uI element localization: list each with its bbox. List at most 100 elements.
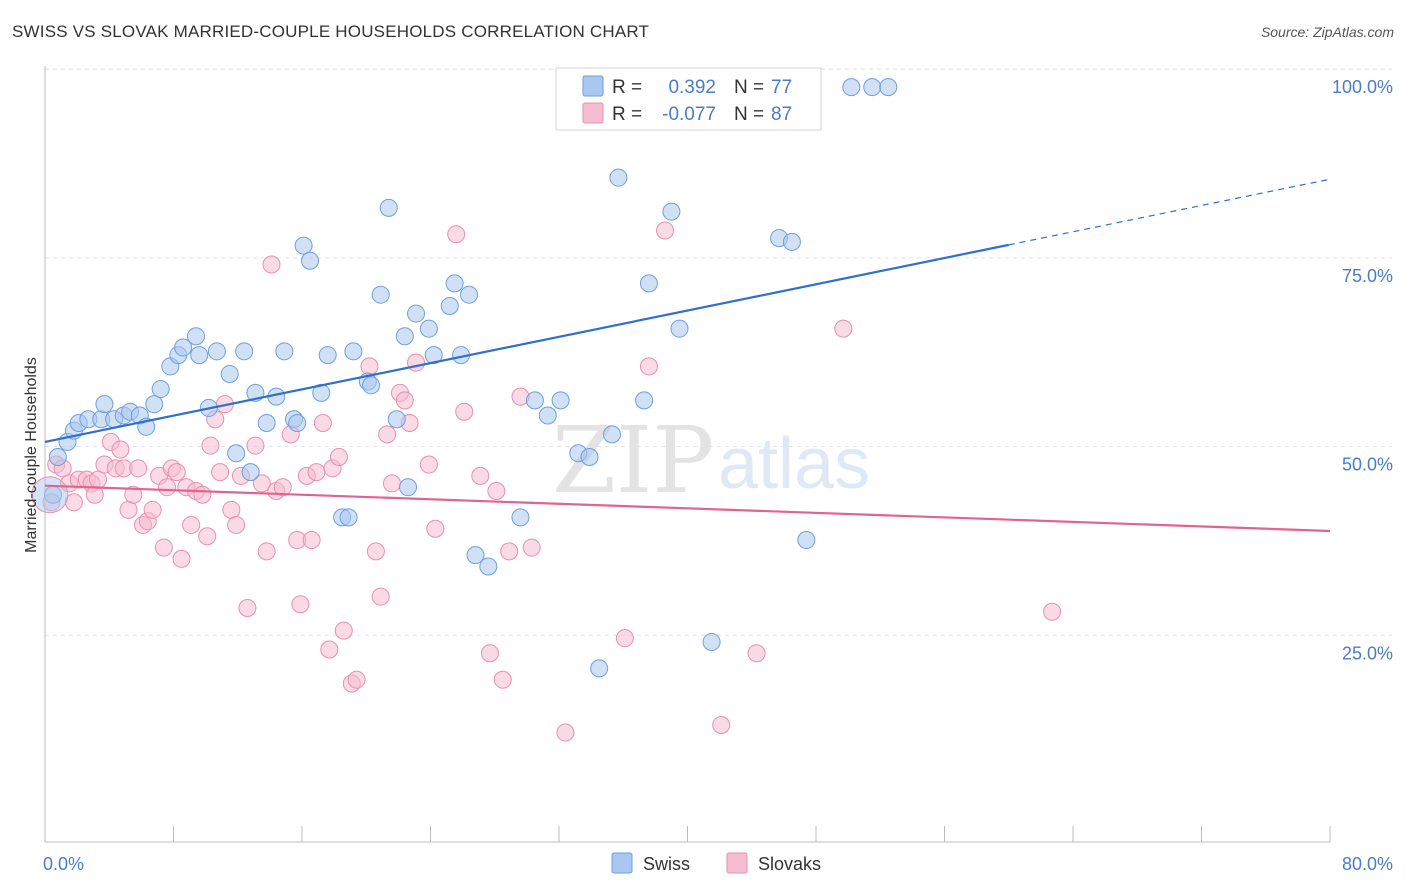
swiss-point	[460, 285, 479, 304]
slovaks-point	[238, 598, 257, 617]
slovaks-point	[119, 500, 138, 519]
slovaks-point	[493, 670, 512, 689]
swiss-point	[151, 380, 170, 399]
slovaks-point	[85, 485, 104, 504]
slovaks-point	[167, 463, 186, 482]
slovaks-point	[487, 481, 506, 500]
swiss-point	[424, 346, 443, 365]
legend-slovaks-r-value: -0.077	[662, 104, 716, 125]
slovaks-point	[834, 319, 853, 338]
slovaks-point	[360, 357, 379, 376]
swiss-point	[371, 285, 390, 304]
slovaks-point	[395, 391, 414, 410]
swiss-point	[174, 338, 193, 357]
slovaks-point	[378, 425, 397, 444]
swiss-point	[301, 251, 320, 270]
swiss-point	[241, 463, 260, 482]
slovaks-point	[129, 459, 148, 478]
slovaks-point	[222, 500, 241, 519]
bottom-legend: Swiss Slovaks	[611, 852, 821, 874]
legend-swiss-n-value: 77	[771, 77, 792, 98]
swiss-point	[479, 557, 498, 576]
legend-slovaks-r-label: R =	[612, 104, 642, 125]
swiss-point	[590, 659, 609, 678]
slovaks-point	[366, 542, 385, 561]
bottom-legend-swiss-swatch	[611, 852, 633, 874]
slovaks-point	[262, 255, 281, 274]
x-tick-label-max: 80.0%	[1342, 854, 1393, 874]
swiss-trend-line	[44, 243, 1009, 443]
slovaks-point	[455, 402, 474, 421]
slovaks-point	[291, 595, 310, 614]
slovaks-point	[154, 538, 173, 557]
slovaks-point	[320, 640, 339, 659]
slovaks-point	[182, 515, 201, 534]
swiss-point	[782, 232, 801, 251]
slovaks-point	[371, 587, 390, 606]
slovaks-point	[158, 478, 177, 497]
y-tick-label-50: 50.0%	[1342, 455, 1393, 475]
swiss-point	[879, 78, 898, 97]
swiss-point	[863, 78, 882, 97]
swiss-point	[419, 319, 438, 338]
swiss-point	[318, 346, 337, 365]
swiss-point	[190, 346, 209, 365]
swiss-point	[227, 444, 246, 463]
swiss-point	[466, 546, 485, 565]
legend-slovaks-n-label: N =	[734, 104, 764, 125]
swiss-point	[445, 274, 464, 293]
slovaks-point	[556, 723, 575, 742]
series-slovaks-points	[42, 221, 1062, 742]
slovaks-trend-line	[44, 484, 1331, 533]
watermark-atlas: atlas	[718, 424, 870, 504]
slovaks-point	[747, 644, 766, 663]
swiss-point	[551, 391, 570, 410]
slovaks-point	[329, 448, 348, 466]
slovaks-point	[712, 715, 731, 734]
swiss-point	[379, 198, 398, 217]
legend-slovaks-n-value: 87	[771, 104, 792, 125]
slovaks-point	[211, 463, 230, 482]
y-tick-label-100: 100.0%	[1332, 77, 1393, 97]
swiss-point	[186, 327, 205, 346]
slovaks-point	[639, 357, 658, 376]
slovaks-point	[313, 414, 332, 433]
legend-slovaks-swatch	[582, 102, 604, 124]
chart-title: SWISS VS SLOVAK MARRIED-COUPLE HOUSEHOLD…	[12, 22, 650, 41]
slovaks-point	[198, 527, 217, 546]
slovaks-point	[407, 353, 426, 372]
swiss-point	[294, 236, 313, 255]
swiss-point	[288, 414, 307, 433]
bottom-legend-slovaks-swatch	[726, 852, 748, 874]
swiss-point	[145, 395, 164, 414]
swiss-point	[257, 414, 276, 433]
legend-swiss-r-label: R =	[612, 77, 642, 98]
slovaks-point	[273, 478, 292, 497]
swiss-point	[339, 508, 358, 527]
swiss-point	[525, 391, 544, 410]
swiss-point	[511, 508, 530, 527]
slovaks-point	[615, 629, 634, 648]
swiss-point	[440, 297, 459, 316]
watermark: ZIP atlas	[552, 407, 870, 514]
slovaks-point	[193, 485, 212, 504]
swiss-point	[220, 364, 239, 383]
swiss-point	[635, 391, 654, 410]
slovaks-point	[111, 440, 130, 459]
y-axis-label: Married-couple Households	[23, 357, 40, 553]
swiss-point	[609, 168, 628, 187]
swiss-point	[580, 448, 599, 466]
source-credit: Source: ZipAtlas.com	[1260, 24, 1394, 40]
slovaks-point	[143, 500, 162, 519]
slovaks-point	[124, 485, 143, 504]
swiss-trend-extension	[1008, 178, 1331, 246]
swiss-point	[797, 531, 816, 550]
swiss-point	[538, 406, 557, 425]
slovaks-point	[334, 621, 353, 640]
trend-lines	[44, 178, 1331, 533]
slovaks-point	[471, 466, 490, 485]
x-tick-label-min: 0.0%	[43, 854, 84, 874]
swiss-point	[387, 410, 406, 429]
bottom-legend-swiss-label: Swiss	[643, 854, 690, 874]
